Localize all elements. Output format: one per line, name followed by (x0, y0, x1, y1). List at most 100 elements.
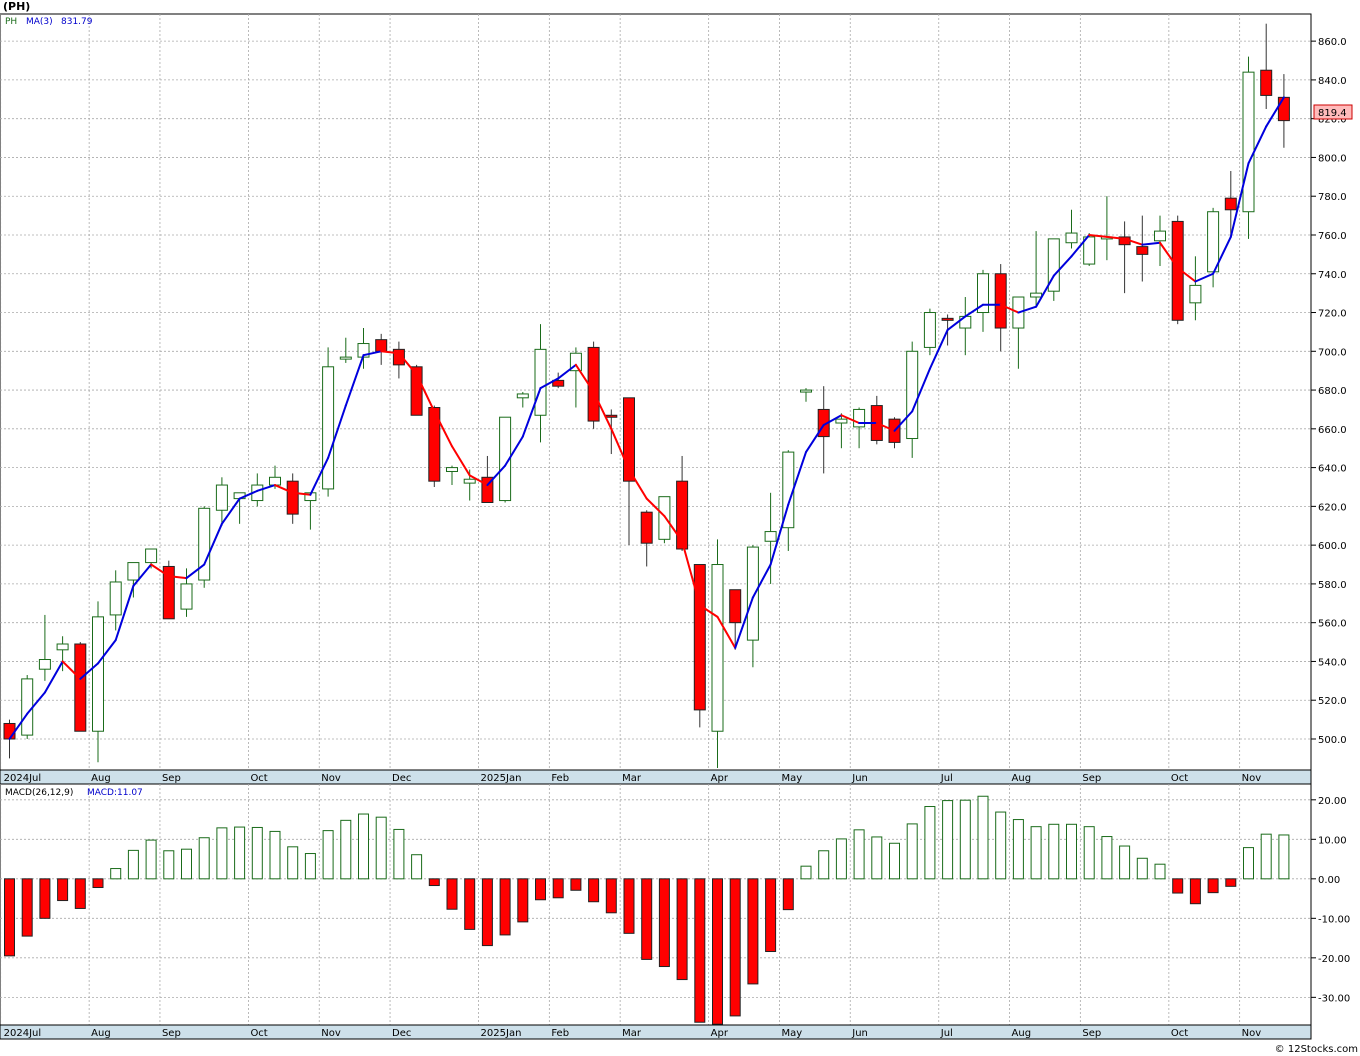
candle-body (800, 389, 812, 393)
candle-body (534, 348, 547, 416)
candle-body (215, 484, 228, 511)
ma-segment (716, 615, 737, 649)
macd-tick-label: -20.00 (1318, 954, 1350, 965)
macd-tick-label: -30.00 (1318, 993, 1350, 1004)
candle (853, 407, 866, 449)
candle (923, 308, 936, 356)
macd-bar (765, 878, 777, 953)
legend-ma-label: MA(3) (26, 17, 53, 27)
ma-segment (628, 468, 648, 500)
last-price-tag: 819.4 (1313, 104, 1353, 120)
candle (746, 545, 759, 668)
ma-segment (1052, 255, 1073, 277)
candle-body (1260, 69, 1273, 96)
price-tick-label: 740.0 (1318, 270, 1347, 281)
candle-body (1065, 232, 1078, 244)
price-tick-label: 780.0 (1318, 192, 1347, 203)
ma-segment (26, 691, 46, 715)
candle-body (711, 564, 724, 732)
macd-month-label: Apr (711, 1028, 729, 1039)
candle (729, 589, 742, 650)
macd-month-label: Feb (551, 1028, 569, 1039)
ma-segment (999, 303, 1020, 314)
candle-body (392, 348, 405, 366)
price-tick-label: 680.0 (1318, 386, 1347, 397)
candle-body (428, 407, 441, 482)
macd-bar (110, 868, 122, 880)
candle-body (269, 476, 281, 486)
candle (1154, 215, 1166, 266)
candle-body (446, 467, 458, 472)
macd-bar (287, 846, 299, 880)
price-tick-label: 820.0 (1318, 115, 1347, 126)
macd-bar (995, 811, 1007, 880)
macd-tick-label: -10.00 (1318, 914, 1350, 925)
price-tick-label: 700.0 (1318, 347, 1347, 358)
macd-bar (1066, 823, 1077, 880)
candle (499, 416, 512, 503)
macd-bar (1207, 878, 1219, 894)
macd-bar (782, 878, 794, 911)
price-tick-label: 520.0 (1318, 696, 1347, 707)
ma-segment (256, 484, 276, 492)
ma-segment (964, 303, 984, 318)
macd-bar (39, 878, 51, 919)
macd-bar (92, 878, 104, 889)
ma-segment (610, 427, 630, 471)
price-tick-label: 860.0 (1318, 37, 1347, 48)
candle (1242, 56, 1255, 239)
macd-bar (322, 830, 334, 880)
last-price-box (1313, 104, 1353, 120)
macd-bar (924, 806, 936, 880)
ma-segment (787, 451, 807, 506)
macd-month-label: Nov (1242, 1028, 1262, 1039)
macd-bar (1048, 823, 1060, 880)
ma-segment (911, 367, 931, 413)
candle (215, 477, 228, 526)
legend-ma-value: 831.79 (61, 17, 93, 27)
ma-segment (415, 373, 436, 413)
candle-body (127, 562, 140, 581)
ma-segment (504, 435, 524, 467)
ma-segment (1123, 237, 1144, 246)
candle-body (729, 589, 742, 624)
candle (906, 341, 919, 458)
candle (977, 269, 989, 332)
price-month-label: Aug (91, 773, 111, 784)
macd-bar (127, 849, 139, 880)
macd-bar (641, 878, 653, 960)
candle-body (322, 366, 335, 490)
symbol-title: (PH) (3, 0, 30, 13)
candle-body (1030, 292, 1043, 298)
candle-body (693, 564, 706, 711)
candle (1260, 23, 1273, 109)
ma-segment (238, 489, 259, 500)
macd-bar (1154, 863, 1166, 880)
macd-month-label: Sep (1082, 1028, 1101, 1039)
candle-body (145, 548, 158, 564)
macd-bar (181, 848, 192, 880)
ma-segment (132, 563, 153, 587)
ma-segment (539, 377, 560, 390)
price-month-label: Aug (1012, 773, 1032, 784)
macd-bar (1083, 826, 1095, 880)
macd-bar (145, 839, 157, 880)
ma-segment (291, 491, 312, 496)
macd-bar (588, 878, 600, 903)
macd-bar (375, 816, 387, 880)
ma-segment (1141, 241, 1161, 246)
macd-bar (800, 865, 812, 880)
candle-body (1277, 96, 1290, 122)
candle-body (552, 379, 565, 387)
ma-segment (875, 422, 896, 432)
candle-body (1207, 211, 1220, 273)
candle (994, 264, 1007, 352)
candle-body (339, 356, 352, 360)
price-month-label: Jul (940, 773, 953, 784)
candle-body (516, 393, 529, 399)
ma-segment (1176, 266, 1197, 283)
ma-segment (1265, 96, 1285, 128)
macd-bar (889, 842, 900, 880)
price-month-label: Sep (162, 773, 181, 784)
price-axis: 500.0 520.0 540.0 560.0 580.0 600.0 620.0 640.0… (1311, 37, 1347, 746)
